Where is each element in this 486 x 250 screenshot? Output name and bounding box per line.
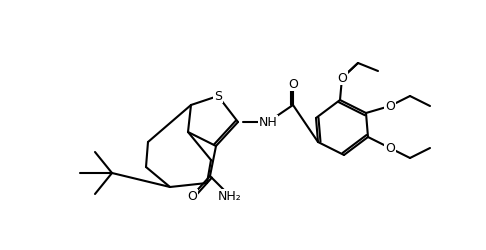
Text: O: O (288, 78, 298, 90)
Text: O: O (187, 190, 197, 202)
Text: NH: NH (259, 116, 278, 128)
Text: O: O (385, 142, 395, 154)
Text: S: S (214, 90, 222, 102)
Text: O: O (337, 72, 347, 85)
Text: NH₂: NH₂ (218, 190, 242, 202)
Text: O: O (385, 100, 395, 112)
